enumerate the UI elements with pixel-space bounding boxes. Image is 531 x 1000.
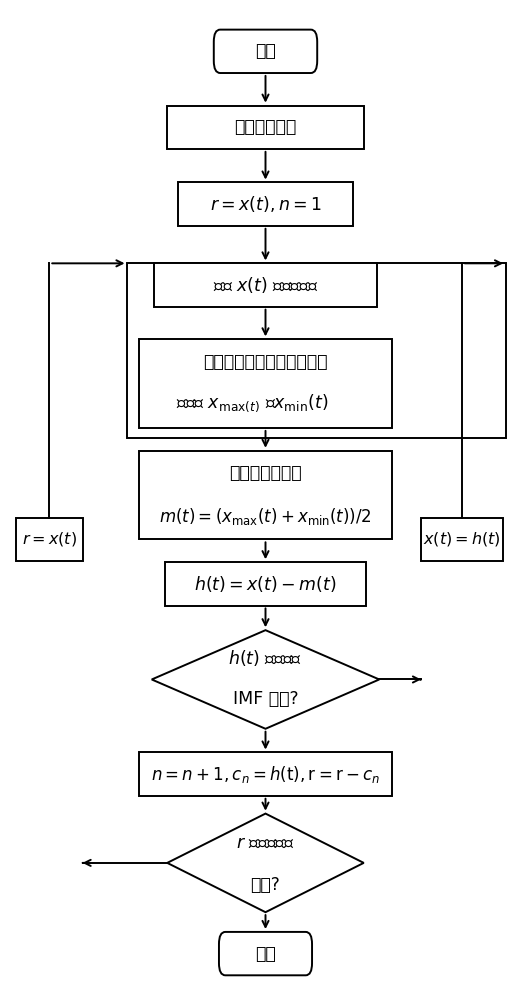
Bar [167, 106, 364, 149]
Text: $r$ 是否为单调: $r$ 是否为单调 [236, 834, 295, 852]
Text: 函数?: 函数? [251, 876, 280, 894]
FancyBboxPatch shape [214, 30, 317, 73]
Text: $r = x(t), n = 1$: $r = x(t), n = 1$ [210, 194, 321, 214]
Text: 开始: 开始 [255, 42, 276, 60]
Text: $x(t) = h(t)$: $x(t) = h(t)$ [423, 530, 501, 548]
Text: $h(t)$ 是否满足: $h(t)$ 是否满足 [228, 648, 303, 668]
Bar [139, 451, 392, 539]
Text: $n = n+1, c_n = h(\mathrm{t}), \mathrm{r} = \mathrm{r} - c_n$: $n = n+1, c_n = h(\mathrm{t}), \mathrm{r… [151, 764, 380, 785]
Text: $r = x(t)$: $r = x(t)$ [22, 530, 77, 548]
Bar [155, 263, 376, 307]
Text: 输入原始信号: 输入原始信号 [234, 118, 297, 136]
Text: 结束: 结束 [255, 945, 276, 963]
Polygon shape [152, 630, 379, 729]
Bar [16, 518, 83, 561]
Text: $m(t) = \left(x_{\max}(t) + x_{\min}(t)\right)/2$: $m(t) = \left(x_{\max}(t) + x_{\min}(t)\… [159, 506, 372, 527]
Bar [165, 562, 366, 606]
Bar [421, 518, 503, 561]
Bar [177, 182, 354, 226]
Text: 求包络线的均值: 求包络线的均值 [229, 464, 302, 482]
FancyBboxPatch shape [219, 932, 312, 975]
Text: 包络线 $x_{\mathrm{max}(t)}$ 和$x_{\mathrm{min}}(t)$: 包络线 $x_{\mathrm{max}(t)}$ 和$x_{\mathrm{m… [176, 393, 329, 414]
Text: 用三次样条插值拟合上、下: 用三次样条插值拟合上、下 [203, 353, 328, 371]
Bar [127, 263, 507, 438]
Text: IMF 条件?: IMF 条件? [233, 690, 298, 708]
Bar [139, 752, 392, 796]
Bar [139, 339, 392, 428]
Text: $h(t) = x(t) - m(t)$: $h(t) = x(t) - m(t)$ [194, 574, 337, 594]
Polygon shape [167, 814, 364, 912]
Text: 确定 $x(t)$ 所有的极值: 确定 $x(t)$ 所有的极值 [213, 275, 318, 295]
